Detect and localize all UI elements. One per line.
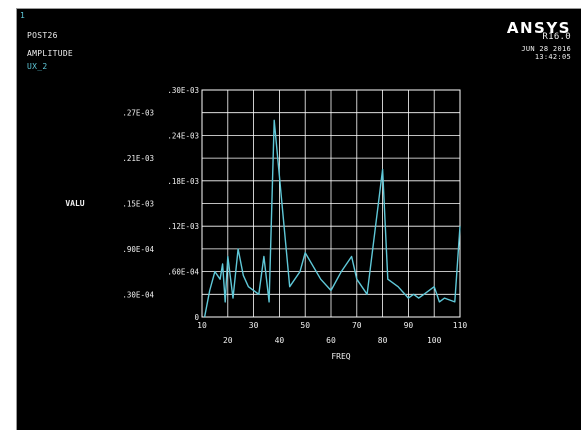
- x-tick-label: 70: [352, 321, 362, 330]
- window-number: 1: [20, 11, 26, 20]
- y-axis-label: VALU: [65, 199, 84, 208]
- x-tick-label: 10: [197, 321, 207, 330]
- version-label: R16.0: [542, 32, 571, 42]
- plot-title: POST26: [27, 31, 58, 40]
- y-tick-label: .24E-03: [167, 131, 199, 140]
- amplitude-curve: [203, 119, 461, 318]
- x-tick-label: 90: [404, 321, 414, 330]
- y-tick-label: .12E-03: [167, 222, 199, 231]
- y-tick-label: .21E-03: [122, 154, 154, 163]
- x-tick-label: 50: [300, 321, 310, 330]
- x-tick-label: 40: [275, 336, 285, 345]
- variable-label: UX_2: [27, 62, 48, 71]
- y-tick-label: .90E-04: [122, 245, 154, 254]
- y-tick-label: 0: [194, 313, 199, 322]
- ansys-logo: ANSYS: [506, 19, 571, 37]
- x-tick-label: 110: [453, 321, 468, 330]
- y-tick-label: .60E-04: [167, 268, 199, 277]
- x-tick-label: 80: [378, 336, 388, 345]
- graphics-window: 1 POST26 AMPLITUDE UX_2 ANSYS R16.0 JUN …: [16, 8, 581, 430]
- y-tick-label: .30E-04: [122, 290, 154, 299]
- y-tick-label: .18E-03: [167, 177, 199, 186]
- x-tick-label: 60: [326, 336, 336, 345]
- y-tick-label: .15E-03: [122, 200, 154, 209]
- x-tick-label: 100: [427, 336, 442, 345]
- x-axis-label: FREQ: [331, 352, 350, 361]
- time-label: 13:42:05: [534, 53, 571, 61]
- x-tick-label: 20: [223, 336, 233, 345]
- amplitude-plot: 10 20 30 40 50 60 70 80 90 100 110 0 .30E-04 .60E-04.…: [65, 86, 468, 361]
- x-tick-label: 30: [249, 321, 259, 330]
- plot-subtitle: AMPLITUDE: [27, 49, 74, 58]
- y-tick-label: .27E-03: [122, 109, 154, 118]
- y-tick-label: .30E-03: [167, 86, 199, 95]
- date-label: JUN 28 2016: [521, 45, 571, 53]
